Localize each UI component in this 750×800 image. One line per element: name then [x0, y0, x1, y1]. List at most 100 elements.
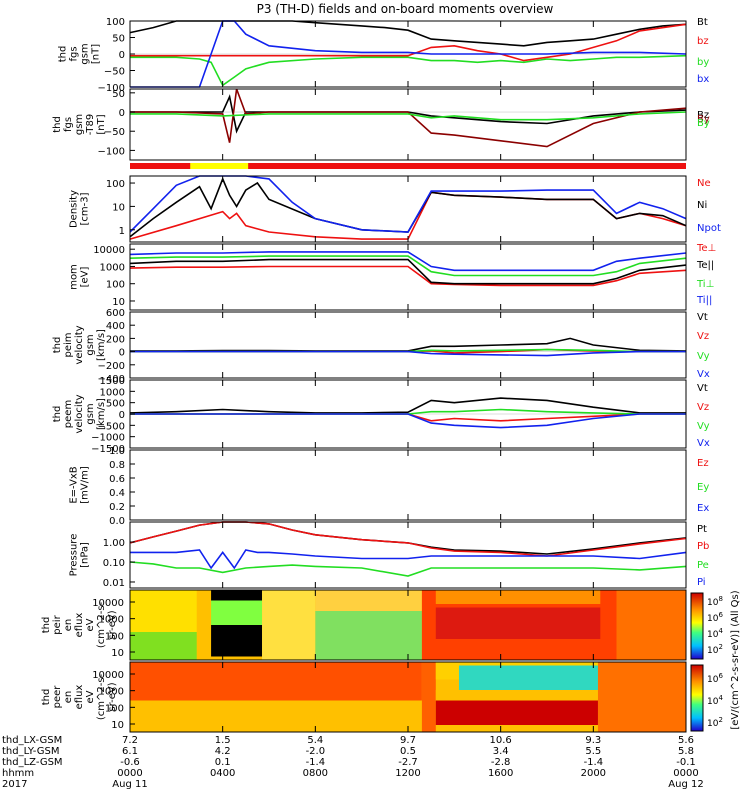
spectro-band [458, 665, 598, 690]
x-row-label: thd_LY-GSM [2, 746, 59, 757]
spectro-band [421, 662, 436, 732]
x-tick-label: Aug 12 [668, 779, 703, 790]
spectro-band [211, 625, 263, 657]
mode-bar [130, 163, 686, 169]
colorbar-tick-label: 106 [707, 672, 723, 685]
y-tick-label: −1500 [91, 444, 125, 455]
legend-vz: Vz [697, 402, 709, 413]
y-tick-label: 0.8 [109, 460, 125, 471]
spectro-band [616, 590, 686, 660]
colorbar-tick-label: 102 [707, 643, 723, 656]
x-tick-label: 5.6 [678, 735, 694, 746]
legend-ez: Ez [697, 458, 709, 469]
mode-bar-yellow [190, 163, 249, 169]
x-row-label: hhmm [2, 768, 34, 779]
panel-frame [129, 589, 687, 661]
y-tick-label: 100 [105, 703, 124, 714]
panel-frame [129, 379, 687, 449]
x-tick-label: 0000 [117, 768, 142, 779]
y-tick-label: 10000 [93, 245, 125, 256]
y-tick-label: 10 [112, 297, 125, 308]
x-tick-label: -0.1 [676, 757, 696, 768]
y-tick-label: 0 [119, 410, 125, 421]
x-tick-label: Aug 11 [112, 779, 147, 790]
y-tick-label: −500 [98, 421, 125, 432]
legend-ne: Ne [697, 178, 711, 189]
spectro-band [130, 632, 197, 660]
y-axis-label: mom[eV] [69, 264, 91, 290]
legend-ey: Ey [697, 482, 709, 493]
panel-frame [129, 521, 687, 589]
colorbar-tick-label: 106 [707, 611, 723, 624]
panel-efield: 1.0 0.8 0.6 0.4 0.2 0.0 Ez Ey Ex E=-VxB[mV/m] [69, 446, 710, 527]
y-tick-label: −400 [98, 374, 125, 385]
y-tick-label: 0.6 [109, 474, 125, 485]
spectro-band [315, 590, 422, 611]
y-tick-label: 100 [105, 631, 124, 642]
x-tick-label: 5.4 [307, 735, 323, 746]
plot-bg [130, 450, 686, 520]
y-axis-label: thdpeemvelocitygsm[km/s] [52, 394, 107, 433]
series-pb-line [129, 521, 687, 557]
y-tick-label: 1500 [100, 376, 125, 387]
x-row-label: 2017 [2, 779, 27, 790]
series-vt-line [129, 397, 686, 414]
colorbar-tick-label: 108 [707, 595, 723, 608]
x-tick-label: 9.7 [400, 735, 416, 746]
y-tick-label: 100 [106, 280, 125, 291]
series-ti-line [129, 251, 687, 272]
legend-pi: Pi [697, 577, 706, 588]
y-tick-label: −100 [98, 83, 125, 94]
y-tick-label: 0.4 [109, 488, 125, 499]
y-tick-label: 600 [106, 308, 125, 319]
panel-frame [129, 88, 687, 161]
legend-by: by [697, 57, 709, 68]
y-tick-label: 10000 [92, 598, 124, 609]
x-tick-label: -2.8 [491, 757, 511, 768]
mode-bar-red [130, 163, 686, 169]
x-tick-label: 3.4 [493, 746, 509, 757]
legend-bt: Bt [697, 17, 708, 28]
panel-pressure: 1.00 0.10 0.01 Pt Pb Pe Pi Pressure[nPa] [69, 521, 709, 589]
spectro-band [315, 611, 422, 660]
plot-bg [130, 312, 686, 378]
series-vx-line [130, 350, 686, 357]
legend-vt: Vt [697, 312, 708, 323]
x-tick-label: 4.2 [215, 746, 231, 757]
y-tick-label: 50 [112, 34, 125, 45]
spectro-band [435, 607, 601, 639]
colorbar-label: [eV/(cm^2-s-sr-eV)] (All Qs) [730, 590, 741, 729]
x-tick-label: 9.3 [585, 735, 601, 746]
x-tick-label: -2.7 [398, 757, 418, 768]
x-row-label: thd_LX-GSM [2, 735, 62, 746]
panel-frame [129, 661, 687, 733]
y-tick-label: 400 [106, 321, 125, 332]
y-tick-label: −50 [104, 127, 125, 138]
colorbar-top [690, 592, 704, 660]
series-te-line [129, 265, 687, 287]
panels: 100500−50−100Btbzbybxthdfgsgsm[nT]500−50… [41, 17, 721, 733]
y-tick-label: 1000 [100, 262, 125, 273]
y-tick-label: 1.00 [103, 538, 125, 549]
plot-bg [130, 522, 686, 588]
legend-by: By [697, 114, 710, 125]
legend-ni: Ni [697, 200, 707, 211]
colorbar-tick-label: 104 [707, 694, 723, 707]
spectro-band [435, 590, 601, 604]
legend-vt: Vt [697, 383, 708, 394]
y-axis-label: thdfgsgsm-T89[nT] [52, 114, 107, 136]
y-tick-label: 0 [119, 108, 125, 119]
y-tick-label: 100 [106, 179, 125, 190]
y-tick-label: 200 [106, 334, 125, 345]
series-vx-line [130, 413, 686, 429]
panel-density: 100 10 1 Ne Ni Npot Density[cm-3] [69, 175, 721, 243]
x-tick-label: -2.0 [306, 746, 326, 757]
legend-vx: Vx [697, 369, 710, 380]
y-tick-label: −200 [98, 361, 125, 372]
y-tick-label: 1000 [100, 387, 125, 398]
y-tick-label: 10 [111, 720, 124, 731]
spectro-band [130, 700, 422, 732]
